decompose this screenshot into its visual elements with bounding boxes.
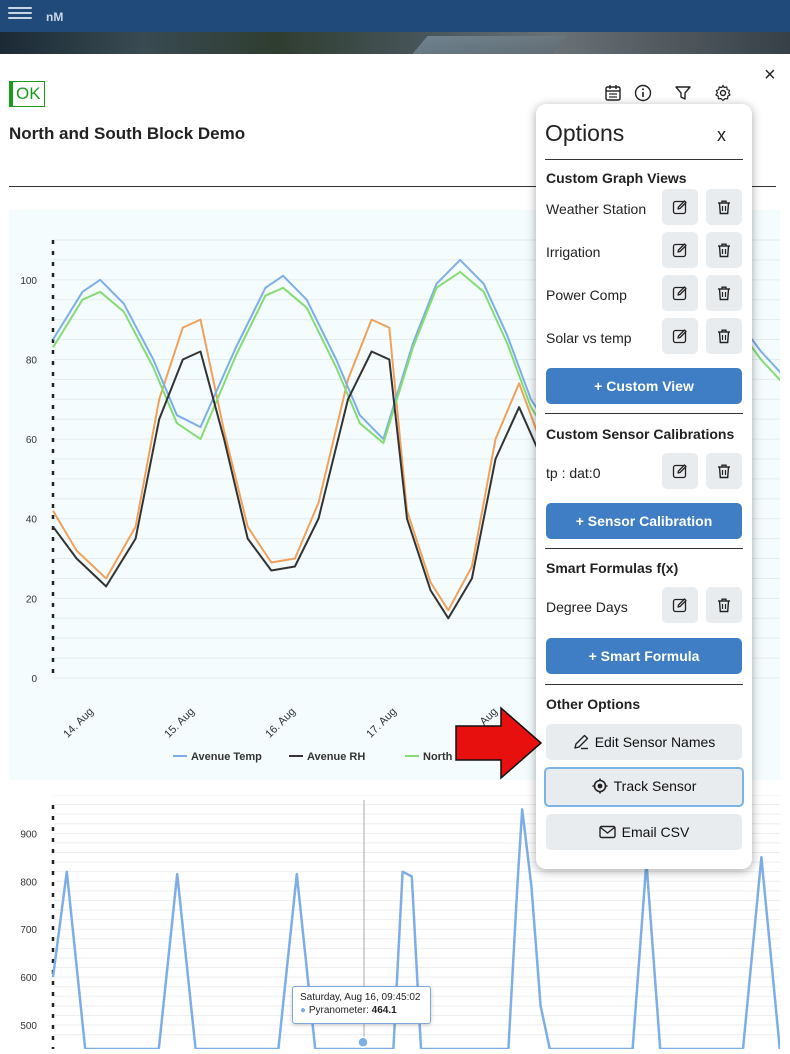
red-arrow-annotation: [455, 706, 543, 780]
chart-tooltip: Saturday, Aug 16, 09:45:02 ● Pyranometer…: [292, 986, 431, 1024]
edit-icon: [672, 200, 687, 215]
delete-button[interactable]: [706, 189, 742, 225]
tooltip-date: Saturday, Aug 16, 09:45:02: [300, 992, 421, 1003]
edit-sensor-names-label: Edit Sensor Names: [594, 734, 716, 750]
email-csv-label: Email CSV: [621, 824, 690, 840]
x-tick-label: 17. Aug: [364, 706, 399, 741]
edit-icon: [672, 329, 687, 344]
trash-icon: [718, 329, 730, 344]
y-tick-label: 60: [26, 435, 38, 446]
banner-image: [0, 32, 790, 54]
tooltip-series: Pyranometer: [308, 1005, 367, 1016]
trash-icon: [718, 243, 730, 258]
email-csv-button[interactable]: Email CSV: [546, 814, 742, 850]
y-tick-label: 80: [26, 355, 38, 366]
options-panel: Options x Custom Graph Views Weather Sta…: [536, 104, 752, 869]
trash-icon: [718, 200, 730, 215]
custom-view-label: Irrigation: [546, 244, 601, 260]
trash-icon: [718, 464, 730, 479]
y-tick-label: 40: [26, 515, 38, 526]
add-smart-formula-button[interactable]: + Smart Formula: [546, 638, 742, 674]
add-custom-view-button[interactable]: + Custom View: [546, 368, 742, 404]
brand-name: nM: [46, 10, 64, 24]
top-nav-bar: nM: [0, 0, 790, 32]
edit-button[interactable]: [662, 232, 698, 268]
track-sensor-button[interactable]: Track Sensor: [544, 767, 744, 807]
divider: [545, 684, 743, 685]
status-ok-badge: OK: [9, 81, 45, 107]
page-title: North and South Block Demo: [9, 124, 246, 143]
delete-button[interactable]: [706, 275, 742, 311]
calendar-icon[interactable]: [604, 84, 624, 104]
y-tick-label: 100: [20, 276, 37, 287]
edit-icon: [672, 598, 687, 613]
delete-button[interactable]: [706, 587, 742, 623]
add-sensor-calibration-button[interactable]: + Sensor Calibration: [546, 503, 742, 539]
legend-label: Avenue Temp: [191, 751, 262, 763]
hover-point: [357, 1036, 369, 1048]
x-tick-label: 15. Aug: [162, 706, 197, 741]
edit-button[interactable]: [662, 318, 698, 354]
y-tick-label: 500: [20, 1021, 37, 1032]
y-tick-label: 800: [20, 877, 37, 888]
y-tick-label: 600: [20, 973, 37, 984]
options-title: Options: [545, 120, 625, 146]
y-tick-label: 0: [31, 674, 37, 685]
custom-graph-views-heading: Custom Graph Views: [546, 170, 687, 186]
filter-icon[interactable]: [674, 84, 694, 104]
other-options-heading: Other Options: [546, 696, 641, 712]
divider: [545, 159, 743, 160]
pencil-icon: [573, 735, 588, 750]
tooltip-value: 464.1: [371, 1005, 397, 1016]
close-options-button[interactable]: x: [717, 125, 726, 145]
edit-icon: [672, 243, 687, 258]
hamburger-menu-icon[interactable]: [8, 4, 32, 24]
calibration-label: tp : dat:0: [546, 465, 601, 481]
edit-button[interactable]: [662, 189, 698, 225]
custom-view-label: Solar vs temp: [546, 330, 632, 346]
y-tick-label: 900: [20, 829, 37, 840]
divider: [545, 413, 743, 414]
edit-button[interactable]: [662, 453, 698, 489]
crosshair-icon: [592, 778, 608, 794]
legend-label: Avenue RH: [307, 751, 365, 763]
custom-sensor-calibrations-heading: Custom Sensor Calibrations: [546, 426, 735, 442]
custom-view-label: Weather Station: [546, 201, 647, 217]
y-tick-label: 20: [26, 594, 38, 605]
settings-icon[interactable]: [714, 84, 734, 104]
trash-icon: [718, 286, 730, 301]
x-tick-label: 16. Aug: [263, 706, 298, 741]
custom-view-label: Power Comp: [546, 287, 627, 303]
x-tick-label: 14. Aug: [61, 706, 96, 741]
smart-formulas-heading: Smart Formulas f(x): [546, 560, 679, 576]
close-page-button[interactable]: ×: [764, 64, 776, 86]
delete-button[interactable]: [706, 453, 742, 489]
delete-button[interactable]: [706, 232, 742, 268]
edit-button[interactable]: [662, 587, 698, 623]
title-divider: [9, 186, 776, 187]
edit-button[interactable]: [662, 275, 698, 311]
trash-icon: [718, 598, 730, 613]
divider: [545, 548, 743, 549]
track-sensor-label: Track Sensor: [613, 778, 697, 794]
edit-icon: [672, 286, 687, 301]
y-tick-label: 700: [20, 925, 37, 936]
delete-button[interactable]: [706, 318, 742, 354]
edit-icon: [672, 464, 687, 479]
tooltip-value-row: ● Pyranometer: 464.1: [300, 1005, 397, 1016]
envelope-icon: [598, 826, 616, 839]
edit-sensor-names-button[interactable]: Edit Sensor Names: [546, 724, 742, 760]
formula-label: Degree Days: [546, 599, 628, 615]
info-icon[interactable]: [634, 84, 654, 104]
